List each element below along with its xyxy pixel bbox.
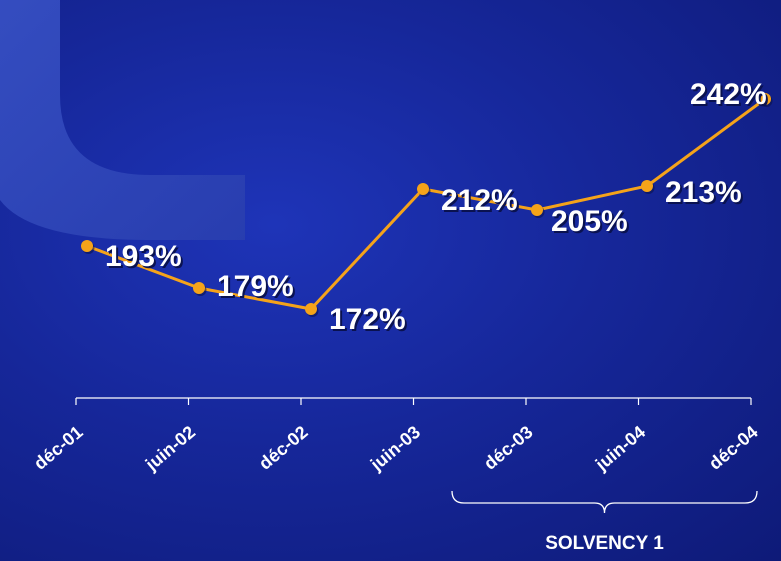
data-label: 172% [329,303,406,336]
data-point [305,303,317,315]
data-label: 193% [105,240,182,273]
data-label-shadow: 242% [692,80,769,113]
x-tick-label: juin-03 [366,422,424,475]
x-tick-label: déc-03 [480,422,537,474]
data-label-shadow: 172% [331,305,408,338]
data-label: 205% [551,205,628,238]
data-label: 213% [665,176,742,209]
solvency-label: SOLVENCY 1 [545,533,664,554]
data-label-shadow: 212% [443,186,520,219]
data-label-shadow: 193% [107,242,184,275]
background-logo-shape [0,0,245,240]
data-label: 179% [217,270,294,303]
data-label: 242% [690,78,767,111]
data-label: 212% [441,184,518,217]
data-point [81,240,93,252]
x-tick-label: juin-04 [591,422,649,475]
data-point [641,180,653,192]
x-tick-label: déc-04 [705,422,762,474]
data-point [193,282,205,294]
x-tick-label: juin-02 [141,422,199,475]
solvency-brace [451,490,758,514]
data-point [759,93,771,105]
x-tick-label: déc-01 [30,422,87,474]
data-point [417,183,429,195]
data-label-shadow: 213% [667,178,744,211]
data-label-shadow: 205% [553,207,630,240]
data-point [531,204,543,216]
x-tick-label: déc-02 [255,422,312,474]
data-label-shadow: 179% [219,272,296,305]
